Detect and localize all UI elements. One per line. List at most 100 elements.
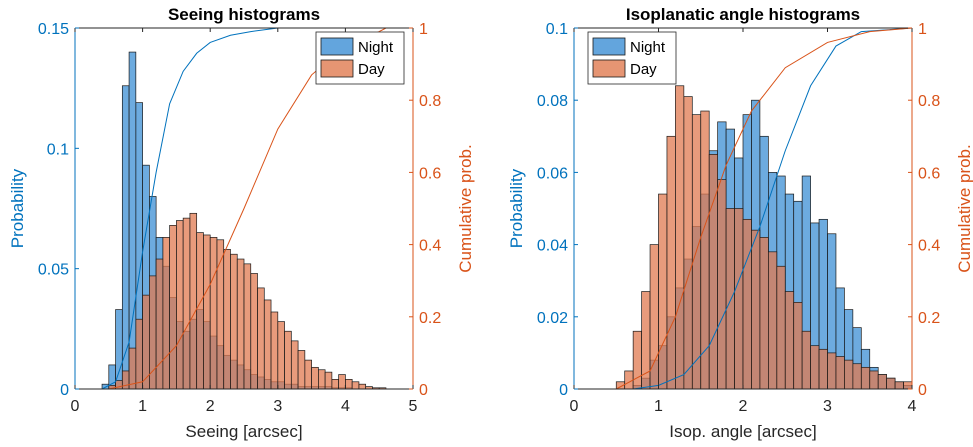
x-tick-label: 3 [273, 398, 282, 415]
legend: Night Day [315, 31, 405, 85]
y-right-tick-label: 0.2 [419, 310, 441, 327]
bar-day [877, 374, 888, 390]
y-right-tick-label: 0.8 [419, 93, 441, 110]
bar-day [189, 212, 198, 390]
bar-day [810, 345, 820, 390]
bar-day [284, 330, 292, 390]
bar-day [162, 237, 170, 390]
bar-day [886, 377, 896, 390]
x-axis-label: Seeing [arcsec] [185, 422, 302, 441]
y-right-tick-label: 0.4 [419, 238, 441, 255]
bar-day [742, 218, 752, 390]
bar-day [624, 370, 634, 390]
bar-day [818, 348, 828, 390]
legend-swatch-day [320, 59, 354, 78]
x-tick-label: 0 [570, 398, 579, 415]
x-tick-label: 2 [739, 398, 748, 415]
bar-day [345, 379, 353, 390]
x-tick-label: 4 [908, 398, 917, 415]
bar-day [844, 359, 854, 390]
bar-day [304, 359, 312, 390]
legend-swatch-night [592, 37, 626, 56]
y-right-tick-label: 0.2 [918, 310, 940, 327]
x-axis-label: Isop. angle [arcsec] [669, 422, 816, 441]
y-right-tick-label: 1 [918, 21, 927, 38]
bar-day [223, 249, 231, 390]
y-axis-label: Probability [8, 168, 27, 248]
cumulative-line-night [633, 27, 913, 390]
y-right-tick-label: 0 [419, 382, 428, 399]
y-tick-label: 0.06 [537, 165, 568, 182]
bar-day [331, 379, 339, 390]
chart-title: Isoplanatic angle histograms [626, 5, 860, 24]
y-right-tick-label: 0.6 [918, 165, 940, 182]
x-tick-label: 2 [206, 398, 215, 415]
y-right-axis-label: Cumulative prob. [456, 144, 475, 273]
bar-day [827, 352, 837, 390]
bar-day [196, 232, 204, 390]
bar-day [767, 251, 778, 390]
bar-day [666, 135, 676, 390]
isoplanatic-histogram-panel: 0 1 2 3 400.020.040.060.080.100.20.40.60.81I… [507, 5, 973, 441]
bar-day [632, 330, 642, 390]
bar-day [717, 179, 727, 390]
x-tick-label: 5 [409, 398, 418, 415]
bar-day [801, 330, 811, 390]
bar-day [784, 291, 795, 390]
bar-day [297, 350, 306, 390]
bar-day [250, 273, 258, 390]
bar-day [358, 383, 367, 390]
x-tick-label: 1 [138, 398, 147, 415]
bar-day [257, 287, 265, 390]
y-tick-label: 0.04 [537, 238, 568, 255]
legend-label-night: Night [630, 39, 666, 56]
y-right-tick-label: 1 [419, 21, 428, 38]
y-right-tick-label: 0.8 [918, 93, 940, 110]
bar-day [182, 217, 191, 390]
bar-day [128, 347, 137, 390]
bar-day [149, 275, 157, 390]
bar-day [351, 381, 360, 390]
y-right-axis-label: Cumulative prob. [955, 144, 973, 273]
bar-day [318, 369, 326, 390]
x-tick-label: 1 [654, 398, 663, 415]
bar-night [115, 309, 123, 390]
bar-day [290, 340, 299, 390]
bar-day [243, 263, 252, 390]
y-tick-label: 0.08 [537, 93, 568, 110]
bar-day [203, 234, 211, 390]
bar-day [734, 208, 744, 390]
bar-day [860, 366, 871, 390]
y-right-tick-label: 0.4 [918, 238, 940, 255]
y-tick-label: 0.15 [38, 21, 69, 38]
bar-day [236, 258, 245, 390]
legend-label-day: Day [358, 61, 385, 78]
bar-day [155, 258, 164, 390]
bar-day [209, 237, 218, 390]
y-tick-label: 0 [559, 382, 568, 399]
bar-day [776, 265, 786, 390]
bar-day [683, 96, 693, 390]
y-tick-label: 0.02 [537, 310, 568, 327]
cumulative-line-night [101, 27, 386, 390]
y-tick-label: 0.05 [38, 262, 69, 279]
bar-day [894, 381, 904, 390]
x-tick-label: 3 [823, 398, 832, 415]
legend-swatch-night [320, 37, 354, 56]
bar-day [725, 208, 735, 390]
bar-day [338, 374, 346, 390]
chart-title: Seeing histograms [168, 5, 320, 24]
bar-day [169, 225, 177, 390]
bar-day [324, 371, 333, 390]
bar-day [869, 370, 879, 390]
bar-day [793, 302, 803, 390]
cumulative-line-day [616, 27, 913, 390]
bar-day [263, 299, 272, 390]
y-right-tick-label: 0.6 [419, 165, 441, 182]
y-tick-label: 0 [60, 382, 69, 399]
bar-day [658, 193, 668, 390]
legend-label-day: Day [630, 61, 657, 78]
bar-day [176, 220, 184, 390]
